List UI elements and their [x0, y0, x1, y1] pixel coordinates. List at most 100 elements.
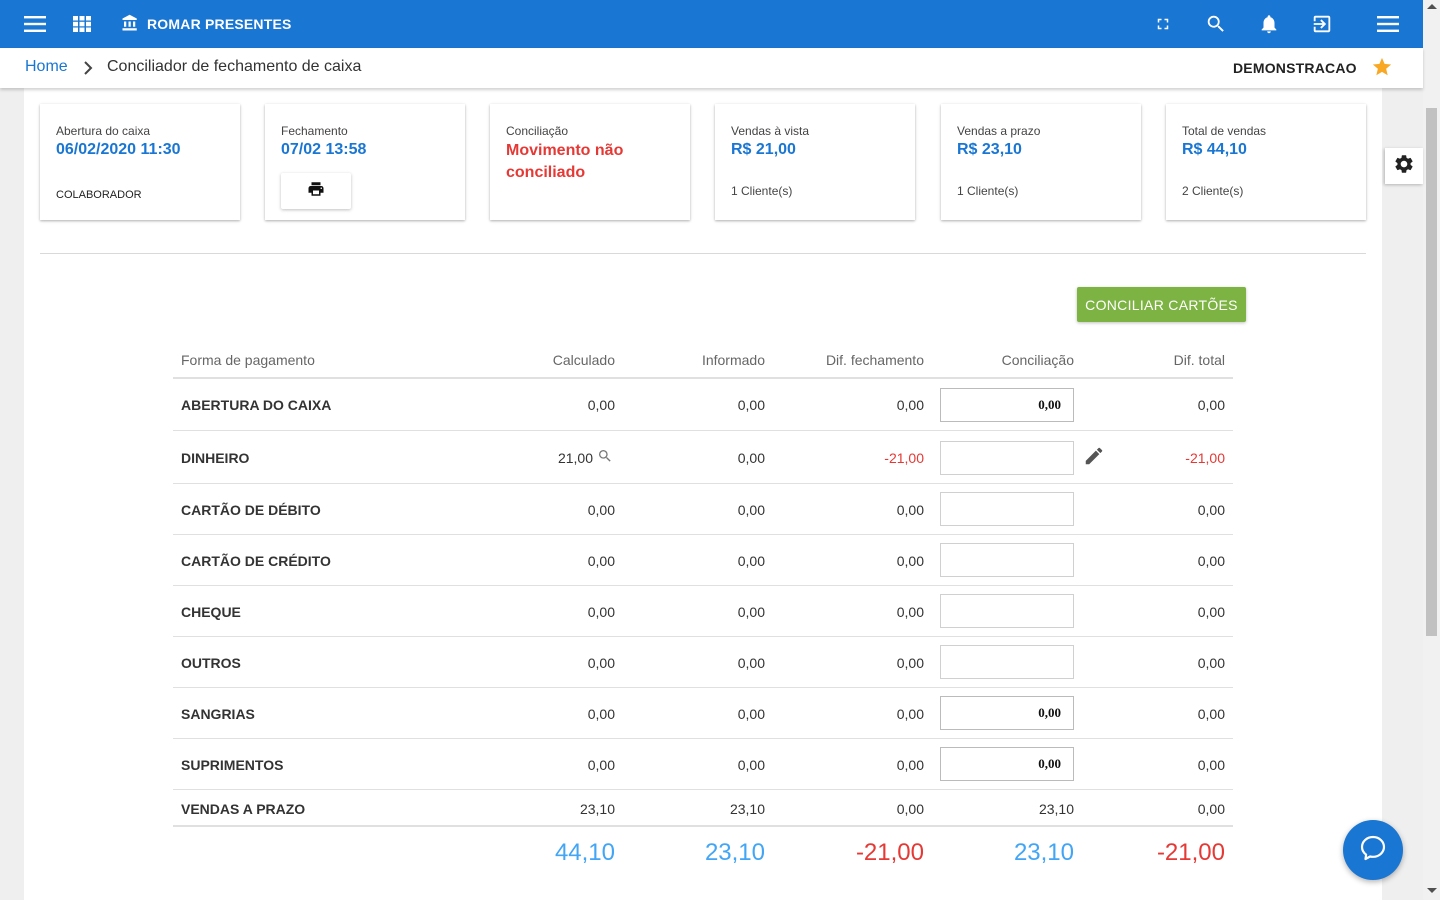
row-name: ABERTURA DO CAIXA [181, 397, 332, 413]
row-name: SUPRIMENTOS [181, 757, 284, 773]
row-name: OUTROS [181, 655, 241, 671]
card-label: Conciliação [506, 124, 569, 138]
edit-pencil-icon[interactable] [1083, 445, 1105, 467]
table-row: CHEQUE 0,00 0,00 0,00 0,00 [173, 586, 1233, 637]
cell-dif-fechamento: 0,00 [896, 706, 924, 722]
cell-calculado: 0,00 [587, 553, 615, 569]
card-vendas-vista: Vendas à vista R$ 21,00 1 Cliente(s) [715, 104, 915, 220]
card-value: R$ 23,10 [957, 141, 1022, 158]
cell-calculado: 0,00 [587, 655, 615, 671]
row-name: CHEQUE [181, 604, 241, 620]
cell-dif-total: 0,00 [1197, 757, 1225, 773]
card-value: R$ 21,00 [731, 141, 796, 158]
cell-calculado: 0,00 [587, 706, 615, 722]
conciliacao-input[interactable] [940, 492, 1074, 526]
cell-calculado: 0,00 [587, 757, 615, 773]
menu-icon[interactable] [23, 12, 47, 36]
card-sub: 1 Cliente(s) [957, 184, 1019, 198]
conciliar-cartoes-button[interactable]: CONCILIAR CARTÕES [1077, 287, 1246, 322]
card-sub: 2 Cliente(s) [1182, 184, 1244, 198]
print-button[interactable] [281, 173, 351, 209]
card-sub: COLABORADOR [56, 189, 142, 201]
total-conciliacao: 23,10 [1013, 839, 1074, 866]
col-forma: Forma de pagamento [181, 352, 315, 368]
bell-icon[interactable] [1257, 12, 1281, 36]
cell-calculado: 0,00 [587, 604, 615, 620]
scroll-up-arrow[interactable] [1427, 4, 1437, 9]
brand[interactable]: ROMAR PRESENTES [121, 0, 292, 48]
chat-button[interactable] [1343, 820, 1403, 880]
reconciliation-table: Forma de pagamento Calculado Informado D… [173, 342, 1233, 879]
cell-dif-total: -21,00 [1185, 450, 1225, 466]
cell-dif-total: 0,00 [1197, 655, 1225, 671]
cell-dif-total: 0,00 [1197, 397, 1225, 413]
cell-informado: 0,00 [737, 502, 765, 518]
cell-informado: 23,10 [729, 801, 765, 817]
col-conciliacao: Conciliação [1001, 352, 1074, 368]
cell-dif-fechamento: 0,00 [896, 397, 924, 413]
search-icon[interactable] [1204, 12, 1228, 36]
scroll-down-arrow[interactable] [1427, 888, 1437, 893]
card-abertura: Abertura do caixa 06/02/2020 11:30 COLAB… [40, 104, 240, 220]
scrollbar-thumb[interactable] [1426, 108, 1437, 636]
total-calculado: 44,10 [554, 839, 615, 866]
breadcrumb: Home Conciliador de fechamento de caixa … [0, 48, 1423, 88]
logout-icon[interactable] [1310, 12, 1334, 36]
cell-dif-total: 0,00 [1197, 553, 1225, 569]
conciliacao-input[interactable] [940, 388, 1074, 422]
cell-informado: 0,00 [737, 604, 765, 620]
card-label: Abertura do caixa [56, 124, 151, 138]
fullscreen-icon[interactable] [1151, 12, 1175, 36]
cell-informado: 0,00 [737, 757, 765, 773]
cell-dif-fechamento: 0,00 [896, 655, 924, 671]
printer-icon [307, 180, 325, 203]
card-value: 07/02 13:58 [281, 141, 367, 158]
search-icon[interactable] [597, 448, 613, 464]
table-row: CARTÃO DE DÉBITO 0,00 0,00 0,00 0,00 [173, 484, 1233, 535]
cell-dif-total: 0,00 [1197, 706, 1225, 722]
row-name: CARTÃO DE CRÉDITO [181, 553, 331, 569]
conciliacao-input[interactable] [940, 696, 1074, 730]
table-row: CARTÃO DE CRÉDITO 0,00 0,00 0,00 0,00 [173, 535, 1233, 586]
card-vendas-prazo: Vendas a prazo R$ 23,10 1 Cliente(s) [941, 104, 1141, 220]
menu-right-icon[interactable] [1376, 12, 1400, 36]
totals-row: 44,10 23,10 -21,00 23,10 -21,00 [173, 827, 1233, 879]
card-sub: 1 Cliente(s) [731, 184, 793, 198]
card-fechamento: Fechamento 07/02 13:58 [265, 104, 465, 220]
chat-bubble-icon [1358, 833, 1388, 868]
table-row: DINHEIRO 21,00 0,00 -21,00 -21,00 [173, 431, 1233, 484]
cell-dif-fechamento: -21,00 [884, 450, 924, 466]
conciliacao-input[interactable] [940, 441, 1074, 475]
cell-dif-fechamento: 0,00 [896, 801, 924, 817]
total-informado: 23,10 [704, 839, 765, 866]
cell-calculado: 0,00 [587, 502, 615, 518]
cell-calculado: 23,10 [579, 801, 615, 817]
table-row: SUPRIMENTOS 0,00 0,00 0,00 0,00 [173, 739, 1233, 790]
conciliacao-input[interactable] [940, 645, 1074, 679]
divider [40, 253, 1366, 254]
cell-calculado: 0,00 [587, 397, 615, 413]
conciliacao-input[interactable] [940, 594, 1074, 628]
gear-icon [1393, 153, 1415, 180]
conciliacao-input[interactable] [940, 747, 1074, 781]
card-value: 06/02/2020 11:30 [56, 141, 181, 158]
total-dif-fechamento: -21,00 [855, 839, 924, 866]
card-value-status: Movimento não conciliado [506, 142, 624, 181]
cell-informado: 0,00 [737, 553, 765, 569]
cell-dif-fechamento: 0,00 [896, 502, 924, 518]
conciliacao-input[interactable] [940, 543, 1074, 577]
cell-dif-total: 0,00 [1197, 502, 1225, 518]
breadcrumb-home-link[interactable]: Home [25, 58, 68, 75]
cell-dif-total: 0,00 [1197, 604, 1225, 620]
card-label: Fechamento [281, 124, 348, 138]
apps-icon[interactable] [70, 12, 94, 36]
col-calculado: Calculado [552, 352, 615, 368]
row-name: VENDAS A PRAZO [181, 801, 306, 817]
settings-tab[interactable] [1385, 148, 1423, 184]
col-dif-total: Dif. total [1173, 352, 1225, 368]
table-row: ABERTURA DO CAIXA 0,00 0,00 0,00 0,00 [173, 379, 1233, 431]
company-name[interactable]: DEMONSTRACAO [1233, 60, 1357, 76]
table-row: VENDAS A PRAZO 23,10 23,10 0,00 23,10 0,… [173, 790, 1233, 827]
table-row: SANGRIAS 0,00 0,00 0,00 0,00 [173, 688, 1233, 739]
star-icon[interactable] [1371, 56, 1393, 78]
